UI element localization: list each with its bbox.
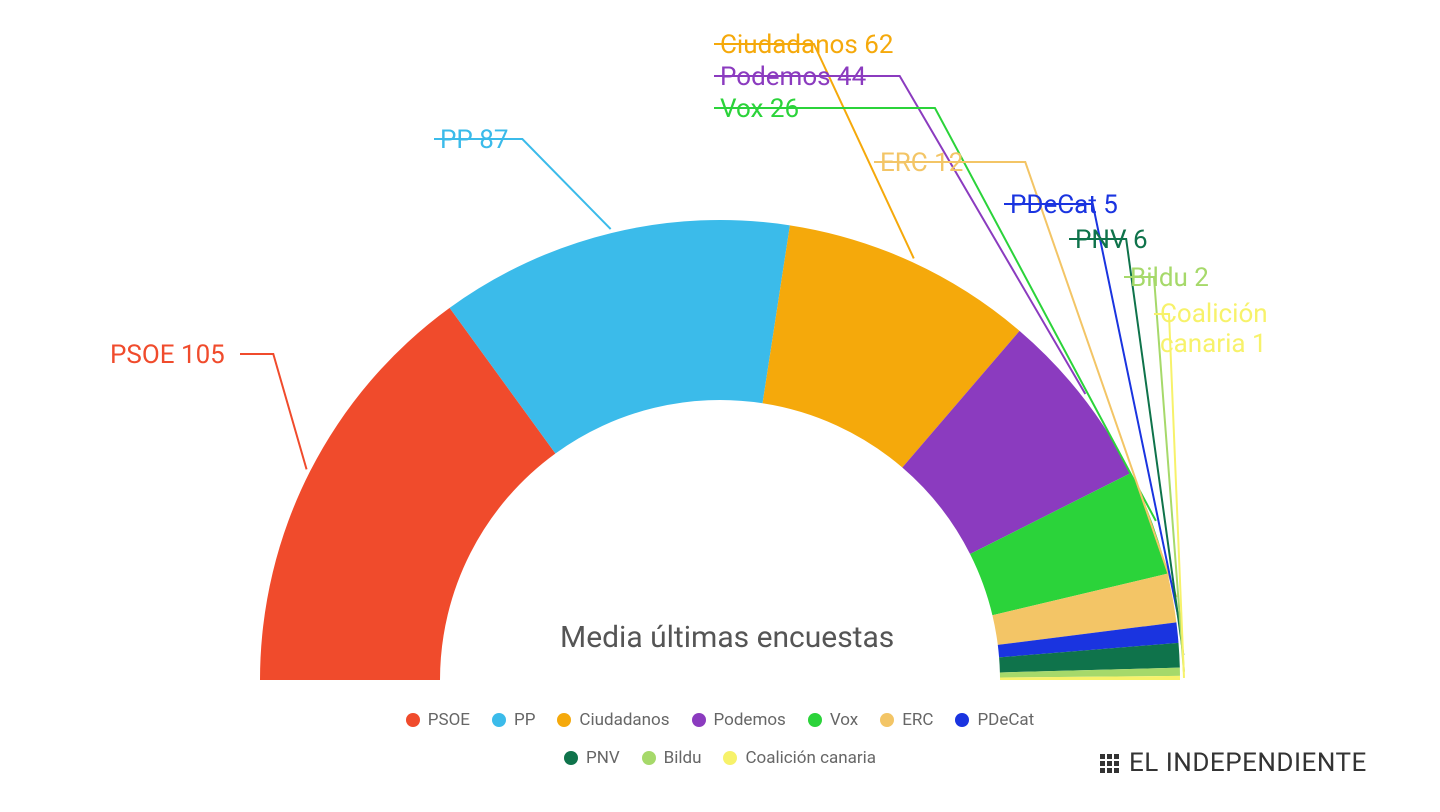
chart-legend: PSOE PP Ciudadanos Podemos Vox ERC PDeCat PNV Bi… [390,710,1050,768]
legend-swatch [564,751,578,765]
legend-swatch [723,751,737,765]
legend-label: Bildu [664,748,702,768]
slice-label-ciudadanos: Ciudadanos 62 [720,30,893,60]
legend-swatch [880,713,894,727]
brand-text: EL INDEPENDIENTE [1129,748,1367,778]
legend-item-vox: Vox [808,710,858,730]
legend-item-podemos: Podemos [692,710,786,730]
brand-attribution: EL INDEPENDIENTE [1100,748,1367,778]
legend-label: Vox [830,710,858,730]
legend-item-psoe: PSOE [406,710,470,730]
slice-label-erc: ERC 12 [880,148,963,178]
slice-label-pnv: PNV 6 [1075,225,1148,255]
slice-label-coalición-canaria: Coalicióncanaria 1 [1160,300,1268,360]
legend-item-coalición-canaria: Coalición canaria [723,748,876,768]
legend-swatch [642,751,656,765]
legend-item-pp: PP [492,710,535,730]
legend-item-erc: ERC [880,710,933,730]
legend-item-bildu: Bildu [642,748,702,768]
legend-swatch [492,713,506,727]
legend-label: Podemos [714,710,786,730]
slice-label-pp: PP 87 [440,125,508,155]
brand-logo-icon [1100,754,1119,773]
legend-label: PDeCat [977,710,1034,730]
legend-label: PSOE [428,710,470,730]
leader-line [240,354,307,469]
slice-label-psoe: PSOE 105 [110,340,225,370]
legend-swatch [955,713,969,727]
legend-swatch [406,713,420,727]
legend-item-ciudadanos: Ciudadanos [557,710,669,730]
chart-container: Media últimas encuestas PSOE 105 PP 87 Ciu… [0,0,1440,808]
legend-swatch [808,713,822,727]
slice-label-bildu: Bildu 2 [1130,263,1209,293]
legend-label: PP [514,710,535,730]
legend-swatch [557,713,571,727]
slice-label-podemos: Podemos 44 [720,62,866,92]
legend-label: Coalición canaria [745,748,876,768]
legend-label: PNV [586,748,620,768]
legend-item-pdecat: PDeCat [955,710,1034,730]
legend-label: Ciudadanos [579,710,669,730]
slice-label-vox: Vox 26 [720,94,799,124]
legend-swatch [692,713,706,727]
legend-label: ERC [902,710,933,730]
slice-label-pdecat: PDeCat 5 [1010,190,1118,220]
chart-center-title: Media últimas encuestas [560,620,894,655]
legend-item-pnv: PNV [564,748,620,768]
